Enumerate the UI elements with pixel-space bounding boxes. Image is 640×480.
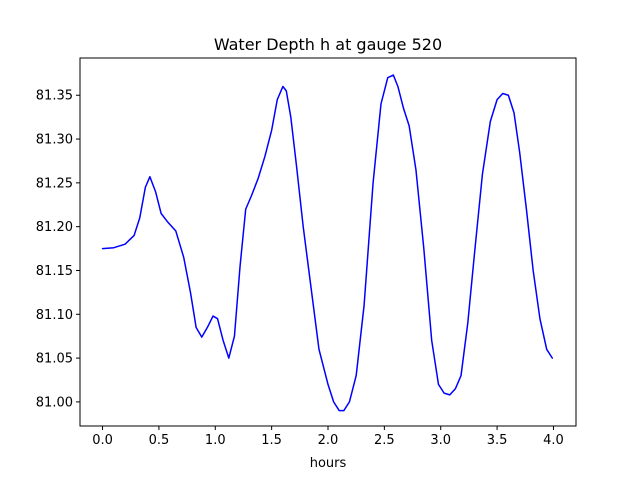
y-tick-label: 81.00 [36,395,73,410]
y-tick-label: 81.10 [36,308,73,323]
series-line-0 [101,74,554,412]
y-tick-label: 81.35 [36,89,73,104]
x-tick-label: 2.0 [318,433,339,448]
x-tick-label: 1.0 [205,433,226,448]
x-tick-label: 0.5 [149,433,170,448]
y-tick-label: 81.05 [36,352,73,367]
plot-area: 0.0 0.5 1.0 1.5 2.0 2.5 3.0 3.5 4.0 81.00 81.05 81.… [36,57,577,448]
y-tick-label: 81.20 [36,220,73,235]
y-tick-label: 81.30 [36,133,73,148]
x-tick-label: 3.5 [487,433,508,448]
y-tick-label: 81.15 [36,264,73,279]
x-axis-label: hours [310,456,347,471]
y-tick-label: 81.25 [36,176,73,191]
x-tick-label: 4.0 [543,433,564,448]
x-tick-label: 2.5 [374,433,395,448]
x-tick-label: 3.0 [430,433,451,448]
x-tick-label: 1.5 [261,433,282,448]
chart-title: Water Depth h at gauge 520 [214,35,442,54]
x-tick-label: 0.0 [92,433,113,448]
